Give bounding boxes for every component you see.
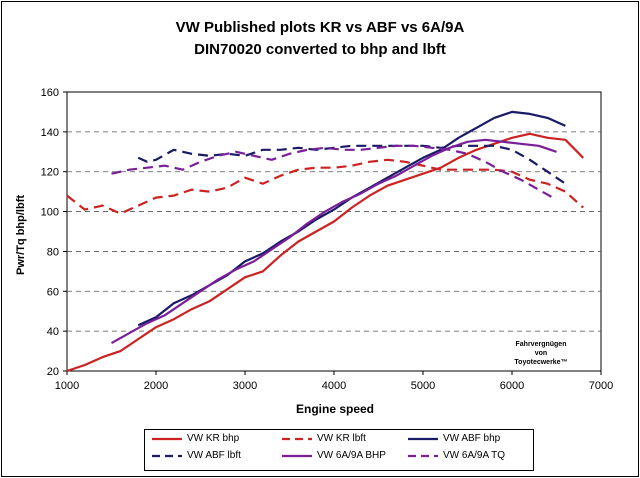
y-tick-label: 40 [47, 326, 59, 338]
chart-title: VW Published plots KR vs ABF vs 6A/9A [175, 19, 465, 36]
legend-entry-5: VW 6A/9A BHP [281, 450, 386, 461]
legend-swatch [408, 454, 438, 457]
legend-label: VW KR bhp [187, 433, 240, 444]
y-tick-label: 100 [41, 207, 59, 219]
series-line-5 [110, 138, 557, 345]
x-tick-label: 6000 [500, 380, 524, 392]
x-axis-label: Engine speed [295, 402, 375, 416]
watermark-annotation: Fahrvergnügen von Toyotecwerke™ [501, 340, 581, 367]
y-tick-label: 140 [41, 127, 59, 139]
watermark-line-2: von [534, 350, 548, 357]
legend-entry-6: VW 6A/9A TQ [407, 450, 505, 461]
y-axis-label: Pwr/Tq bhp/lbft [15, 194, 27, 276]
x-tick-label: 2000 [144, 380, 168, 392]
chart-legend: VW KR bhp VW KR lbft VW ABF bhp VW ABF lbft… [144, 429, 534, 471]
legend-entry-3: VW ABF bhp [407, 433, 500, 444]
series-line-1 [66, 132, 584, 373]
x-tick-label: 1000 [55, 380, 79, 392]
legend-swatch [282, 437, 312, 440]
series-line-6 [111, 144, 558, 201]
legend-label: VW 6A/9A TQ [443, 450, 506, 461]
y-tick-label: 160 [41, 87, 59, 99]
legend-label: VW ABF lbft [187, 450, 241, 461]
legend-entry-1: VW KR bhp [151, 433, 239, 444]
legend-swatch [282, 454, 312, 457]
series-line-2 [66, 158, 584, 215]
chart-subtitle: DIN70020 converted to bhp and lbft [194, 41, 446, 58]
y-tick-label: 20 [47, 366, 59, 378]
watermark-line-3: Toyotecwerke™ [514, 359, 568, 366]
legend-entry-2: VW KR lbft [281, 433, 366, 444]
legend-entry-4: VW ABF lbft [151, 450, 241, 461]
watermark-line-1: Fahrvergnügen [515, 341, 567, 348]
legend-swatch [152, 437, 182, 440]
legend-label: VW KR lbft [317, 433, 366, 444]
legend-label: VW 6A/9A BHP [317, 450, 386, 461]
y-tick-label: 120 [41, 167, 59, 179]
x-tick-label: 4000 [322, 380, 346, 392]
plot-area [66, 91, 602, 372]
series-line-4 [137, 144, 567, 185]
legend-label: VW ABF bhp [443, 433, 501, 444]
legend-swatch [408, 437, 438, 440]
x-tick-label: 5000 [411, 380, 435, 392]
y-tick-label: 60 [47, 286, 59, 298]
x-tick-label: 3000 [233, 380, 257, 392]
legend-swatch [152, 454, 182, 457]
x-tick-label: 7000 [589, 380, 613, 392]
y-tick-label: 80 [47, 246, 59, 258]
